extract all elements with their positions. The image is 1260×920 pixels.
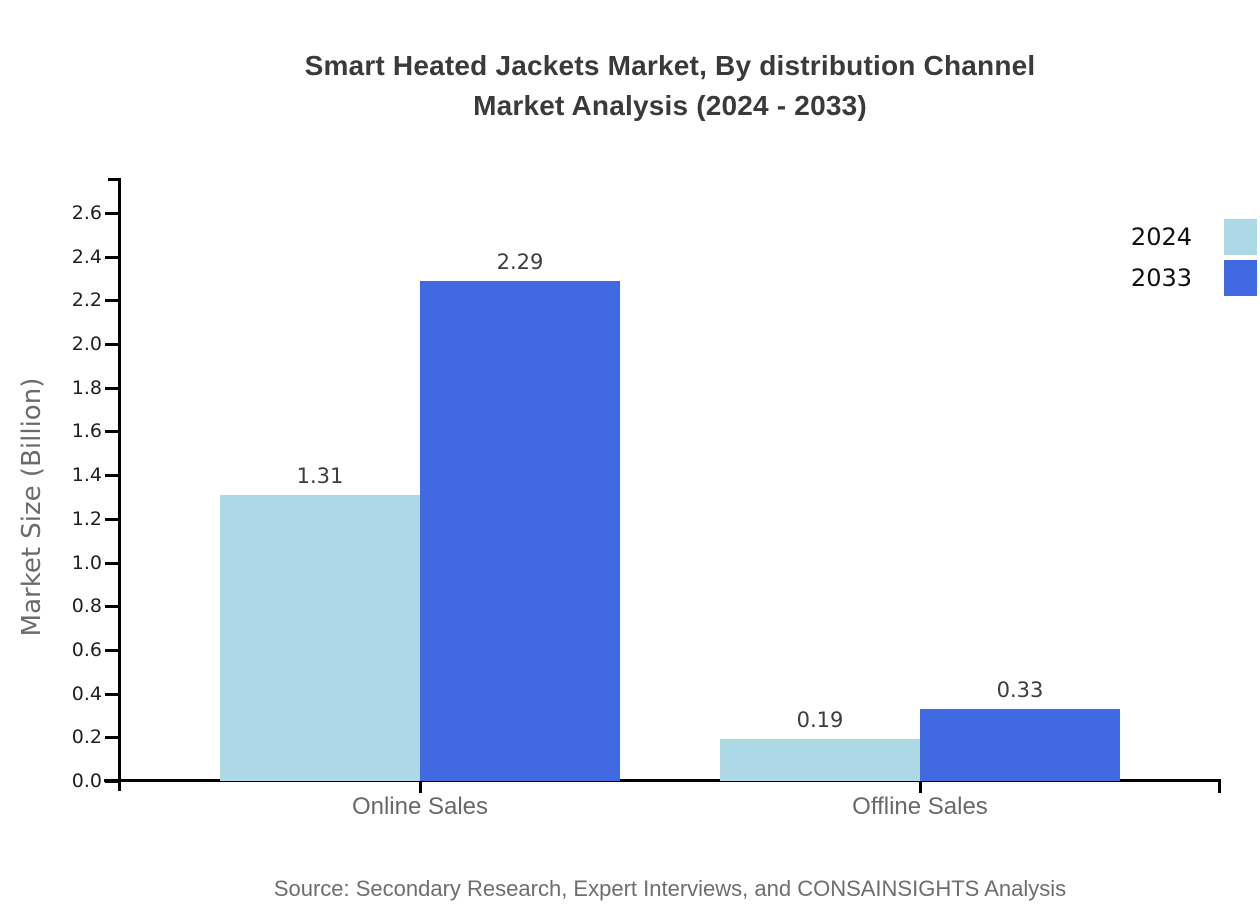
y-tick-label-1.8: 1.8 [71, 377, 102, 399]
chart-title-line1: Smart Heated Jackets Market, By distribu… [304, 50, 1036, 81]
y-tick-label-2.0: 2.0 [71, 333, 102, 355]
y-tick-mark-1.2 [105, 518, 118, 521]
bar-offline-sales-2033 [920, 709, 1120, 781]
y-tick-mark-2.4 [105, 256, 118, 259]
legend-label-2024: 2024 [1130, 223, 1192, 251]
x-tick-mark-offline-sales [919, 781, 922, 793]
x-category-label-offline-sales: Offline Sales [852, 793, 988, 820]
legend-swatch-2033 [1224, 260, 1257, 296]
x-axis-line [104, 779, 1221, 782]
legend-label-2033: 2033 [1130, 264, 1192, 292]
chart-title-line2: Market Analysis (2024 - 2033) [473, 90, 867, 121]
y-tick-label-1.4: 1.4 [71, 464, 102, 486]
y-tick-label-1.6: 1.6 [71, 420, 102, 442]
y-tick-label-1.2: 1.2 [71, 508, 102, 530]
y-tick-mark-2.0 [105, 343, 118, 346]
y-tick-label-2.6: 2.6 [71, 202, 102, 224]
y-tick-label-0.2: 0.2 [71, 726, 102, 748]
x-category-label-online-sales: Online Sales [351, 793, 489, 820]
x-tick-mark-online-sales [419, 781, 422, 793]
value-label-online-sales-2024: 1.31 [296, 464, 344, 488]
value-label-online-sales-2033: 2.29 [496, 250, 544, 274]
y-tick-mark-2.6 [105, 212, 118, 215]
y-axis-line [118, 178, 121, 791]
bar-offline-sales-2024 [720, 739, 920, 781]
source-note: Source: Secondary Research, Expert Inter… [273, 876, 1067, 901]
y-tick-label-1.0: 1.0 [71, 552, 102, 574]
y-tick-mark-1.0 [105, 562, 118, 565]
y-tick-mark-1.8 [105, 387, 118, 390]
y-tick-mark-2.2 [105, 299, 118, 302]
value-label-offline-sales-2024: 0.19 [796, 708, 844, 732]
y-tick-mark-1.6 [105, 430, 118, 433]
chart-title: Smart Heated Jackets Market, By distribu… [70, 46, 1260, 126]
y-tick-mark-0.0 [105, 780, 118, 783]
value-label-offline-sales-2033: 0.33 [996, 678, 1044, 702]
y-axis-end-tick [108, 178, 121, 181]
y-tick-mark-0.6 [105, 649, 118, 652]
y-tick-mark-0.2 [105, 736, 118, 739]
y-tick-mark-0.8 [105, 605, 118, 608]
bar-online-sales-2024 [220, 495, 420, 781]
x-axis-end-tick [1218, 779, 1221, 793]
y-tick-label-2.4: 2.4 [71, 246, 102, 268]
y-tick-label-0.8: 0.8 [71, 595, 102, 617]
y-tick-label-2.2: 2.2 [71, 289, 102, 311]
y-tick-label-0.4: 0.4 [71, 683, 102, 705]
y-tick-mark-0.4 [105, 693, 118, 696]
y-tick-label-0.0: 0.0 [71, 770, 102, 792]
bar-online-sales-2033 [420, 281, 620, 781]
y-tick-mark-1.4 [105, 474, 118, 477]
legend-swatch-2024 [1224, 219, 1257, 255]
y-tick-label-0.6: 0.6 [71, 639, 102, 661]
